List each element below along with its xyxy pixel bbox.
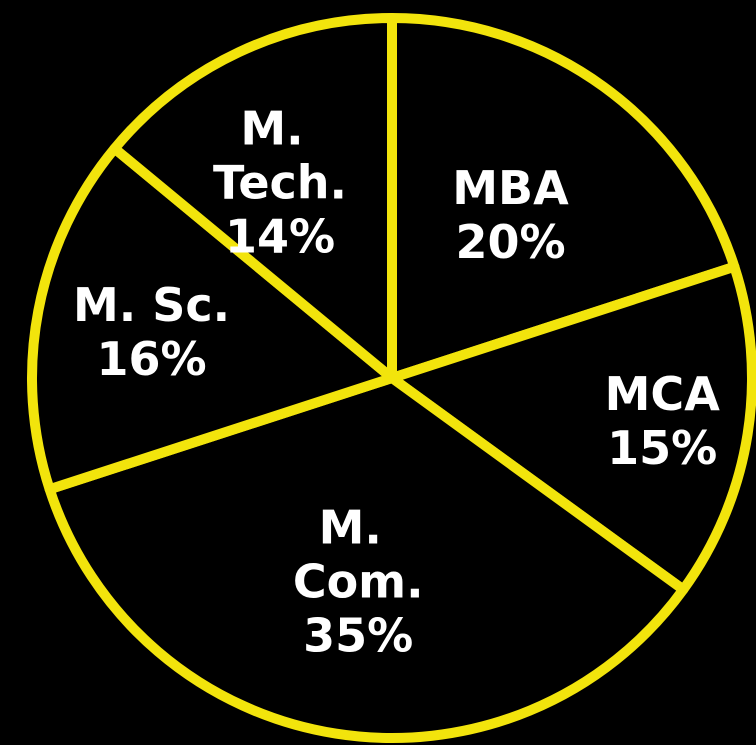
- label-line: MCA: [605, 367, 721, 421]
- label-line: MBA: [452, 161, 569, 215]
- slice-label: MBA: [452, 161, 569, 215]
- slice-label: M. Tech.: [213, 102, 347, 210]
- label-line: Tech.: [213, 156, 347, 210]
- label-line: Com.: [293, 554, 424, 608]
- label-line: M.: [319, 500, 398, 554]
- slice-value-label: 16%: [96, 332, 206, 386]
- slice-value-label: 20%: [455, 215, 565, 269]
- slice-label: M. Com.: [293, 500, 424, 608]
- slice-label: M. Sc.: [73, 278, 230, 332]
- label-line: M.: [240, 102, 319, 156]
- pie-slice: [27, 143, 397, 495]
- pie-slice: [44, 373, 689, 743]
- pie-slice: [387, 13, 740, 383]
- slice-value-label: 15%: [607, 421, 717, 475]
- slice-label: MCA: [605, 367, 721, 421]
- pie-slice: [109, 13, 397, 383]
- label-line: M. Sc.: [73, 278, 230, 332]
- slice-value-label: 14%: [225, 210, 335, 264]
- slice-value-label: 35%: [303, 608, 413, 662]
- pie-slice: [387, 261, 756, 595]
